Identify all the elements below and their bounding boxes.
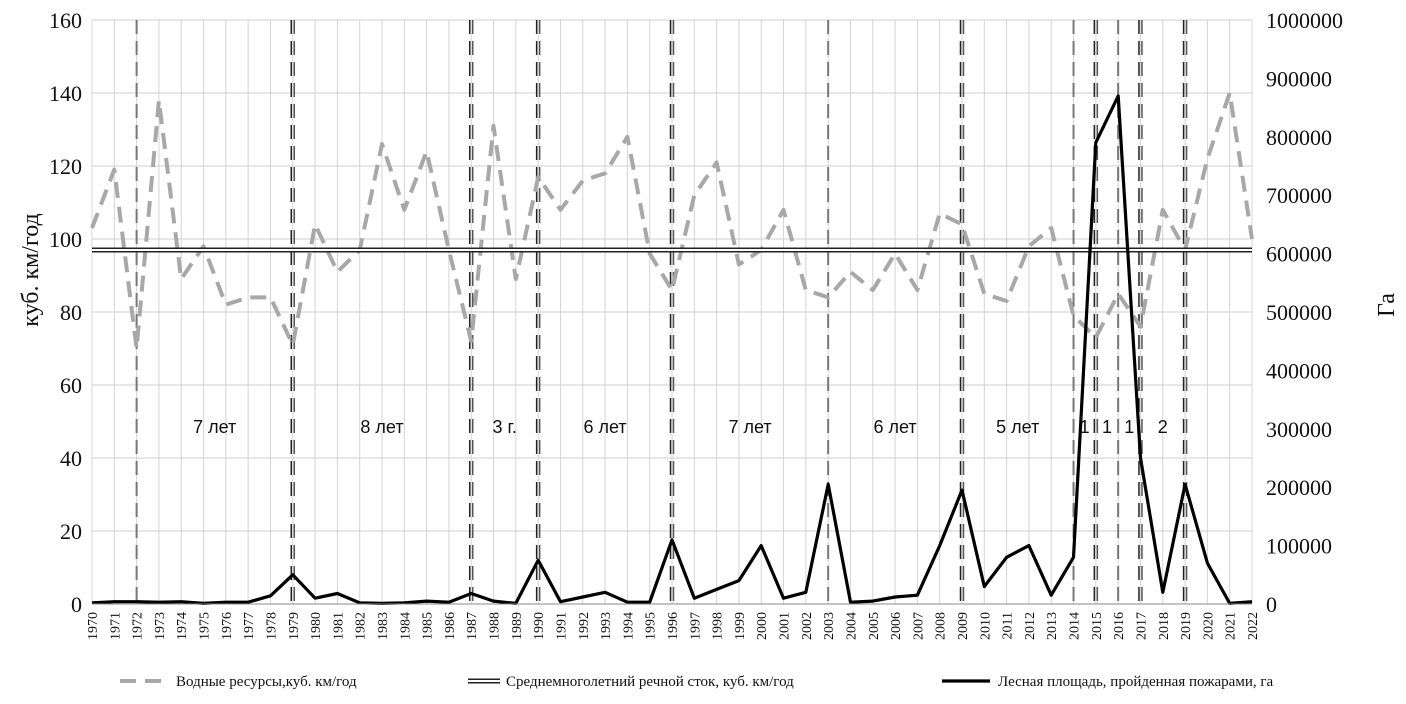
- y-tick-left-label: 60: [60, 373, 82, 398]
- x-tick-label: 1998: [711, 612, 726, 640]
- y-tick-left-label: 100: [49, 227, 82, 252]
- x-tick-label: 1981: [331, 612, 346, 640]
- y-tick-right-label: 200000: [1266, 475, 1332, 500]
- x-tick-label: 1990: [532, 612, 547, 640]
- y-tick-right-label: 400000: [1266, 358, 1332, 383]
- x-tick-label: 1983: [376, 612, 391, 640]
- x-tick-label: 1985: [421, 612, 436, 640]
- x-tick-label: 2007: [911, 612, 926, 640]
- interval-label: 2: [1158, 417, 1168, 437]
- x-tick-label: 2015: [1090, 612, 1105, 640]
- interval-label: 1: [1102, 417, 1112, 437]
- x-tick-label: 1986: [443, 612, 458, 640]
- x-tick-label: 2003: [822, 612, 837, 640]
- legend-label: Среднемноголетний речной сток, куб. км/г…: [506, 674, 794, 690]
- series-lines: [90, 91, 1254, 606]
- x-tick-label: 2006: [889, 612, 904, 640]
- x-tick-label: 1992: [577, 612, 592, 640]
- x-tick-label: 1974: [175, 612, 190, 640]
- x-tick-label: 2005: [867, 612, 882, 640]
- x-tick-label: 2013: [1045, 612, 1060, 640]
- y-tick-left-label: 120: [49, 154, 82, 179]
- x-tick-label: 2001: [778, 612, 793, 640]
- x-tick-label: 1973: [153, 612, 168, 640]
- y-tick-left-label: 160: [49, 8, 82, 33]
- legend-label: Лесная площадь, пройденная пожарами, га: [998, 674, 1273, 690]
- x-tick-label: 1994: [621, 612, 636, 640]
- series-line-fire-area: [91, 94, 1253, 606]
- y-tick-right-label: 700000: [1266, 183, 1332, 208]
- x-tick-label: 2019: [1179, 612, 1194, 640]
- x-tick-label: 1971: [108, 612, 123, 640]
- grid: [91, 19, 1253, 604]
- interval-label: 6 лет: [583, 417, 626, 437]
- axes: 0 20 40 60 80 100 120 140 160 0 100000 200000 300000…: [49, 8, 1343, 640]
- y-tick-right-label: 0: [1266, 592, 1277, 617]
- interval-label: 3 г.: [492, 417, 516, 437]
- x-tick-label: 2010: [978, 612, 993, 640]
- y-tick-right-label: 600000: [1266, 242, 1332, 267]
- x-tick-label: 1995: [644, 612, 659, 640]
- legend-label: Водные ресурсы,куб. км/год: [176, 674, 357, 690]
- y-tick-left-label: 0: [71, 592, 82, 617]
- interval-label: 8 лет: [360, 417, 403, 437]
- interval-label: 7 лет: [728, 417, 771, 437]
- x-tick-label: 2011: [1001, 612, 1016, 639]
- y-axis-left-title: куб. км/год: [18, 213, 44, 327]
- x-tick-label: 1996: [666, 612, 681, 640]
- y-tick-left-label: 140: [49, 81, 82, 106]
- y-axis-right-title: Га: [1374, 293, 1400, 317]
- x-tick-label: 1975: [198, 612, 213, 640]
- interval-label: 7 лет: [193, 417, 236, 437]
- x-tick-label: 1989: [510, 612, 525, 640]
- y-tick-right-label: 300000: [1266, 417, 1332, 442]
- x-tick-label: 1978: [264, 612, 279, 640]
- x-tick-label: 1976: [220, 612, 235, 640]
- x-tick-label: 1977: [242, 612, 257, 640]
- x-tick-label: 1987: [465, 612, 480, 640]
- x-tick-label: 1980: [309, 612, 324, 640]
- y-tick-right-label: 100000: [1266, 534, 1332, 559]
- y-tick-right-label: 900000: [1266, 66, 1332, 91]
- x-tick-label: 2014: [1068, 612, 1083, 640]
- interval-label: 6 лет: [873, 417, 916, 437]
- x-tick-label: 2017: [1134, 612, 1149, 640]
- x-tick-label: 1999: [733, 612, 748, 640]
- x-tick-label: 2022: [1246, 612, 1261, 640]
- x-tick-label: 1982: [354, 612, 369, 640]
- x-tick-label: 1993: [599, 612, 614, 640]
- interval-label: 1: [1080, 417, 1090, 437]
- series-line-water-resources: [90, 91, 1254, 351]
- y-tick-left-label: 20: [60, 519, 82, 544]
- x-tick-label: 2008: [934, 612, 949, 640]
- legend: Водные ресурсы,куб. км/год Среднемноголет…: [120, 674, 1273, 690]
- interval-label: 1: [1124, 417, 1134, 437]
- x-tick-label: 1988: [488, 612, 503, 640]
- x-tick-label: 2009: [956, 612, 971, 640]
- x-tick-label: 1979: [287, 612, 302, 640]
- x-tick-label: 2016: [1112, 612, 1127, 640]
- x-tick-label: 2004: [844, 612, 859, 640]
- y-tick-right-label: 500000: [1266, 300, 1332, 325]
- x-tick-label: 1984: [398, 612, 413, 640]
- x-tick-label: 2018: [1157, 612, 1172, 640]
- interval-labels: 7 лет 8 лет 3 г. 6 лет 7 лет 6 лет 5 лет 1 1 1 2: [193, 417, 1168, 437]
- x-tick-label: 2012: [1023, 612, 1038, 640]
- x-tick-label: 1972: [131, 612, 146, 640]
- x-tick-label: 2021: [1224, 612, 1239, 640]
- x-tick-label: 1991: [554, 612, 569, 640]
- y-tick-right-label: 800000: [1266, 125, 1332, 150]
- y-tick-left-label: 40: [60, 446, 82, 471]
- x-tick-label: 1997: [688, 612, 703, 640]
- y-tick-left-label: 80: [60, 300, 82, 325]
- x-tick-label: 2002: [800, 612, 815, 640]
- x-tick-label: 2000: [755, 612, 770, 640]
- y-tick-right-label: 1000000: [1266, 8, 1343, 33]
- interval-label: 5 лет: [996, 417, 1039, 437]
- x-tick-label: 1970: [86, 612, 101, 640]
- x-tick-label: 2020: [1201, 612, 1216, 640]
